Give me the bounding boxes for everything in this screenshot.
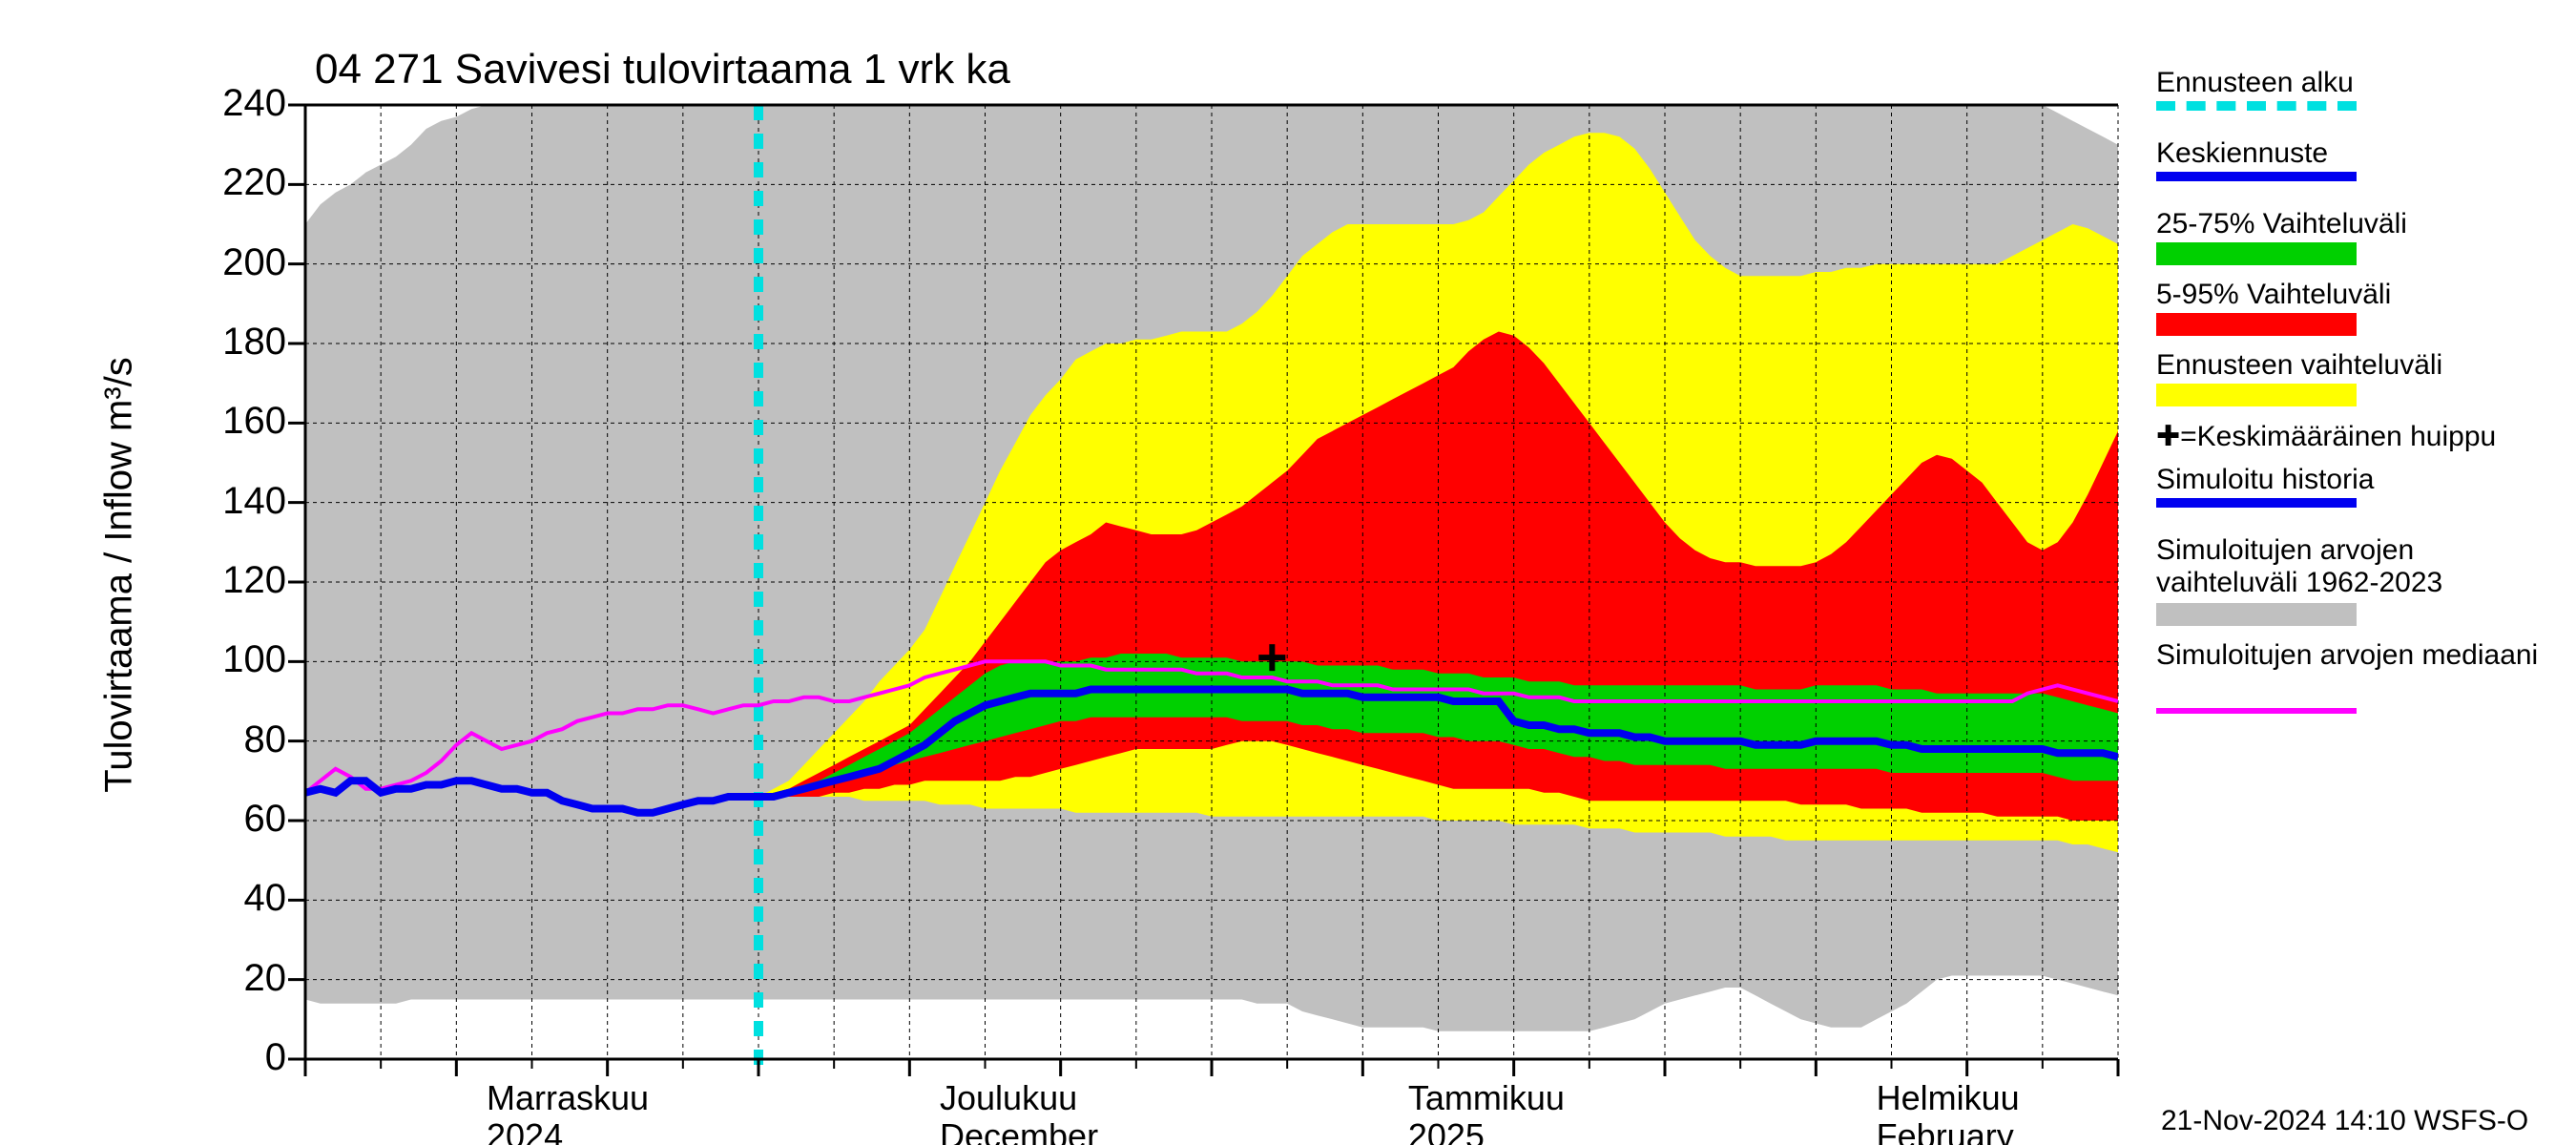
- x-month-label: Marraskuu: [487, 1078, 649, 1118]
- x-month-label: Joulukuu: [940, 1078, 1077, 1118]
- legend-label: Ennusteen vaihteluväli: [2156, 349, 2557, 382]
- legend-label: 5-95% Vaihteluväli: [2156, 279, 2557, 311]
- legend-swatch: [2156, 101, 2357, 111]
- y-tick: 20: [191, 957, 286, 1000]
- legend-swatch: [2156, 172, 2357, 181]
- legend-label: Simuloitujen arvojen vaihteluväli 1962-2…: [2156, 534, 2557, 599]
- legend-swatch: [2156, 498, 2357, 508]
- y-tick: 80: [191, 718, 286, 761]
- legend-swatch: [2156, 603, 2357, 626]
- legend-label: Simuloitu historia: [2156, 464, 2557, 496]
- y-tick: 60: [191, 798, 286, 841]
- legend-label: ✚=Keskimääräinen huippu: [2156, 420, 2557, 453]
- chart-title: 04 271 Savivesi tulovirtaama 1 vrk ka: [315, 46, 1010, 94]
- legend-label: 25-75% Vaihteluväli: [2156, 208, 2557, 240]
- timestamp-label: 21-Nov-2024 14:10 WSFS-O: [2161, 1105, 2528, 1137]
- y-tick: 120: [191, 559, 286, 602]
- legend-label: Simuloitujen arvojen mediaani: [2156, 639, 2557, 672]
- x-month-label2: February: [1877, 1116, 2014, 1145]
- y-tick: 220: [191, 161, 286, 204]
- legend-swatch: [2156, 242, 2357, 265]
- y-tick: 100: [191, 638, 286, 681]
- y-tick: 200: [191, 241, 286, 284]
- legend-swatch: [2156, 313, 2357, 336]
- y-tick: 40: [191, 877, 286, 920]
- y-tick: 240: [191, 82, 286, 125]
- x-month-label: Tammikuu: [1408, 1078, 1565, 1118]
- legend-label: Ennusteen alku: [2156, 67, 2557, 99]
- y-tick: 180: [191, 321, 286, 364]
- x-month-label: Helmikuu: [1877, 1078, 2020, 1118]
- y-tick: 140: [191, 480, 286, 523]
- legend-label: Keskiennuste: [2156, 137, 2557, 170]
- y-axis-label: Tulovirtaama / Inflow m³/s: [98, 289, 141, 862]
- legend-swatch: [2156, 708, 2357, 714]
- x-month-label2: 2025: [1408, 1116, 1485, 1145]
- y-tick: 0: [191, 1036, 286, 1079]
- legend-swatch: [2156, 384, 2357, 406]
- y-tick: 160: [191, 400, 286, 443]
- x-month-label2: December: [940, 1116, 1098, 1145]
- x-month-label2: 2024: [487, 1116, 563, 1145]
